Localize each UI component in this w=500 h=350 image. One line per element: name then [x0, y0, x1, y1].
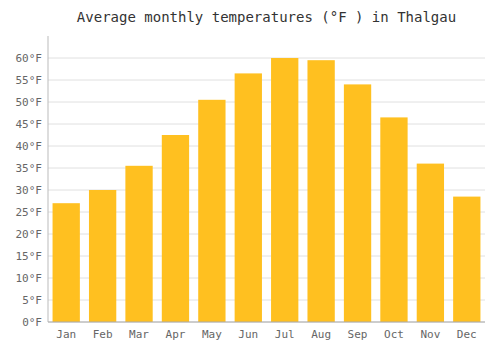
grid-line: [48, 146, 485, 147]
bar: [453, 197, 480, 322]
bars: [53, 58, 481, 322]
bar: [198, 100, 225, 322]
y-tick-label: 40°F: [16, 140, 43, 153]
grid-line: [48, 102, 485, 103]
bar: [235, 73, 262, 322]
y-tick-label: 35°F: [16, 162, 43, 175]
bar: [271, 58, 298, 322]
y-tick-label: 30°F: [16, 184, 43, 197]
grid: [48, 58, 485, 322]
y-tick-label: 10°F: [16, 272, 43, 285]
bar: [53, 203, 80, 322]
y-tick-label: 60°F: [16, 52, 43, 65]
bar: [307, 60, 334, 322]
x-axis-line: [48, 322, 485, 323]
y-tick-label: 15°F: [16, 250, 43, 263]
grid-line: [48, 58, 485, 59]
x-tick-label: Dec: [457, 328, 477, 341]
grid-line: [48, 322, 485, 323]
chart-svg: 0°F 5°F 10°F 15°F 20°F 25°F 30°F 35°F 40°F 45°F 50…: [0, 0, 500, 350]
x-tick-label: Mar: [129, 328, 149, 341]
x-tick-label: Jul: [275, 328, 295, 341]
title: Average monthly temperatures (°F ) in Th…: [77, 9, 456, 25]
grid-line: [48, 124, 485, 125]
bar: [417, 164, 444, 322]
bar: [125, 166, 152, 322]
x-tick-label: Sep: [348, 328, 368, 341]
bar: [344, 84, 371, 322]
bar: [162, 135, 189, 322]
y-tick-label: 45°F: [16, 118, 43, 131]
x-tick-label: Feb: [93, 328, 113, 341]
y-tick-label: 5°F: [22, 294, 42, 307]
y-tick-label: 50°F: [16, 96, 43, 109]
x-tick-label: Aug: [311, 328, 331, 341]
x-tick-label: May: [202, 328, 222, 341]
x-tick-label: Jan: [56, 328, 76, 341]
y-tick-label: 55°F: [16, 74, 43, 87]
grid-line: [48, 80, 485, 81]
x-tick-label: Jun: [238, 328, 258, 341]
x-tick-label: Nov: [420, 328, 440, 341]
chart-container: 0°F 5°F 10°F 15°F 20°F 25°F 30°F 35°F 40°F 45°F 50…: [0, 0, 500, 350]
y-tick-label: 20°F: [16, 228, 43, 241]
x-tick-label: Oct: [384, 328, 404, 341]
bar: [380, 117, 407, 322]
x-tick-label: Apr: [166, 328, 186, 341]
y-tick-label: 0°F: [22, 316, 42, 329]
y-axis-line: [48, 36, 49, 322]
bar: [89, 190, 116, 322]
y-tick-label: 25°F: [16, 206, 43, 219]
